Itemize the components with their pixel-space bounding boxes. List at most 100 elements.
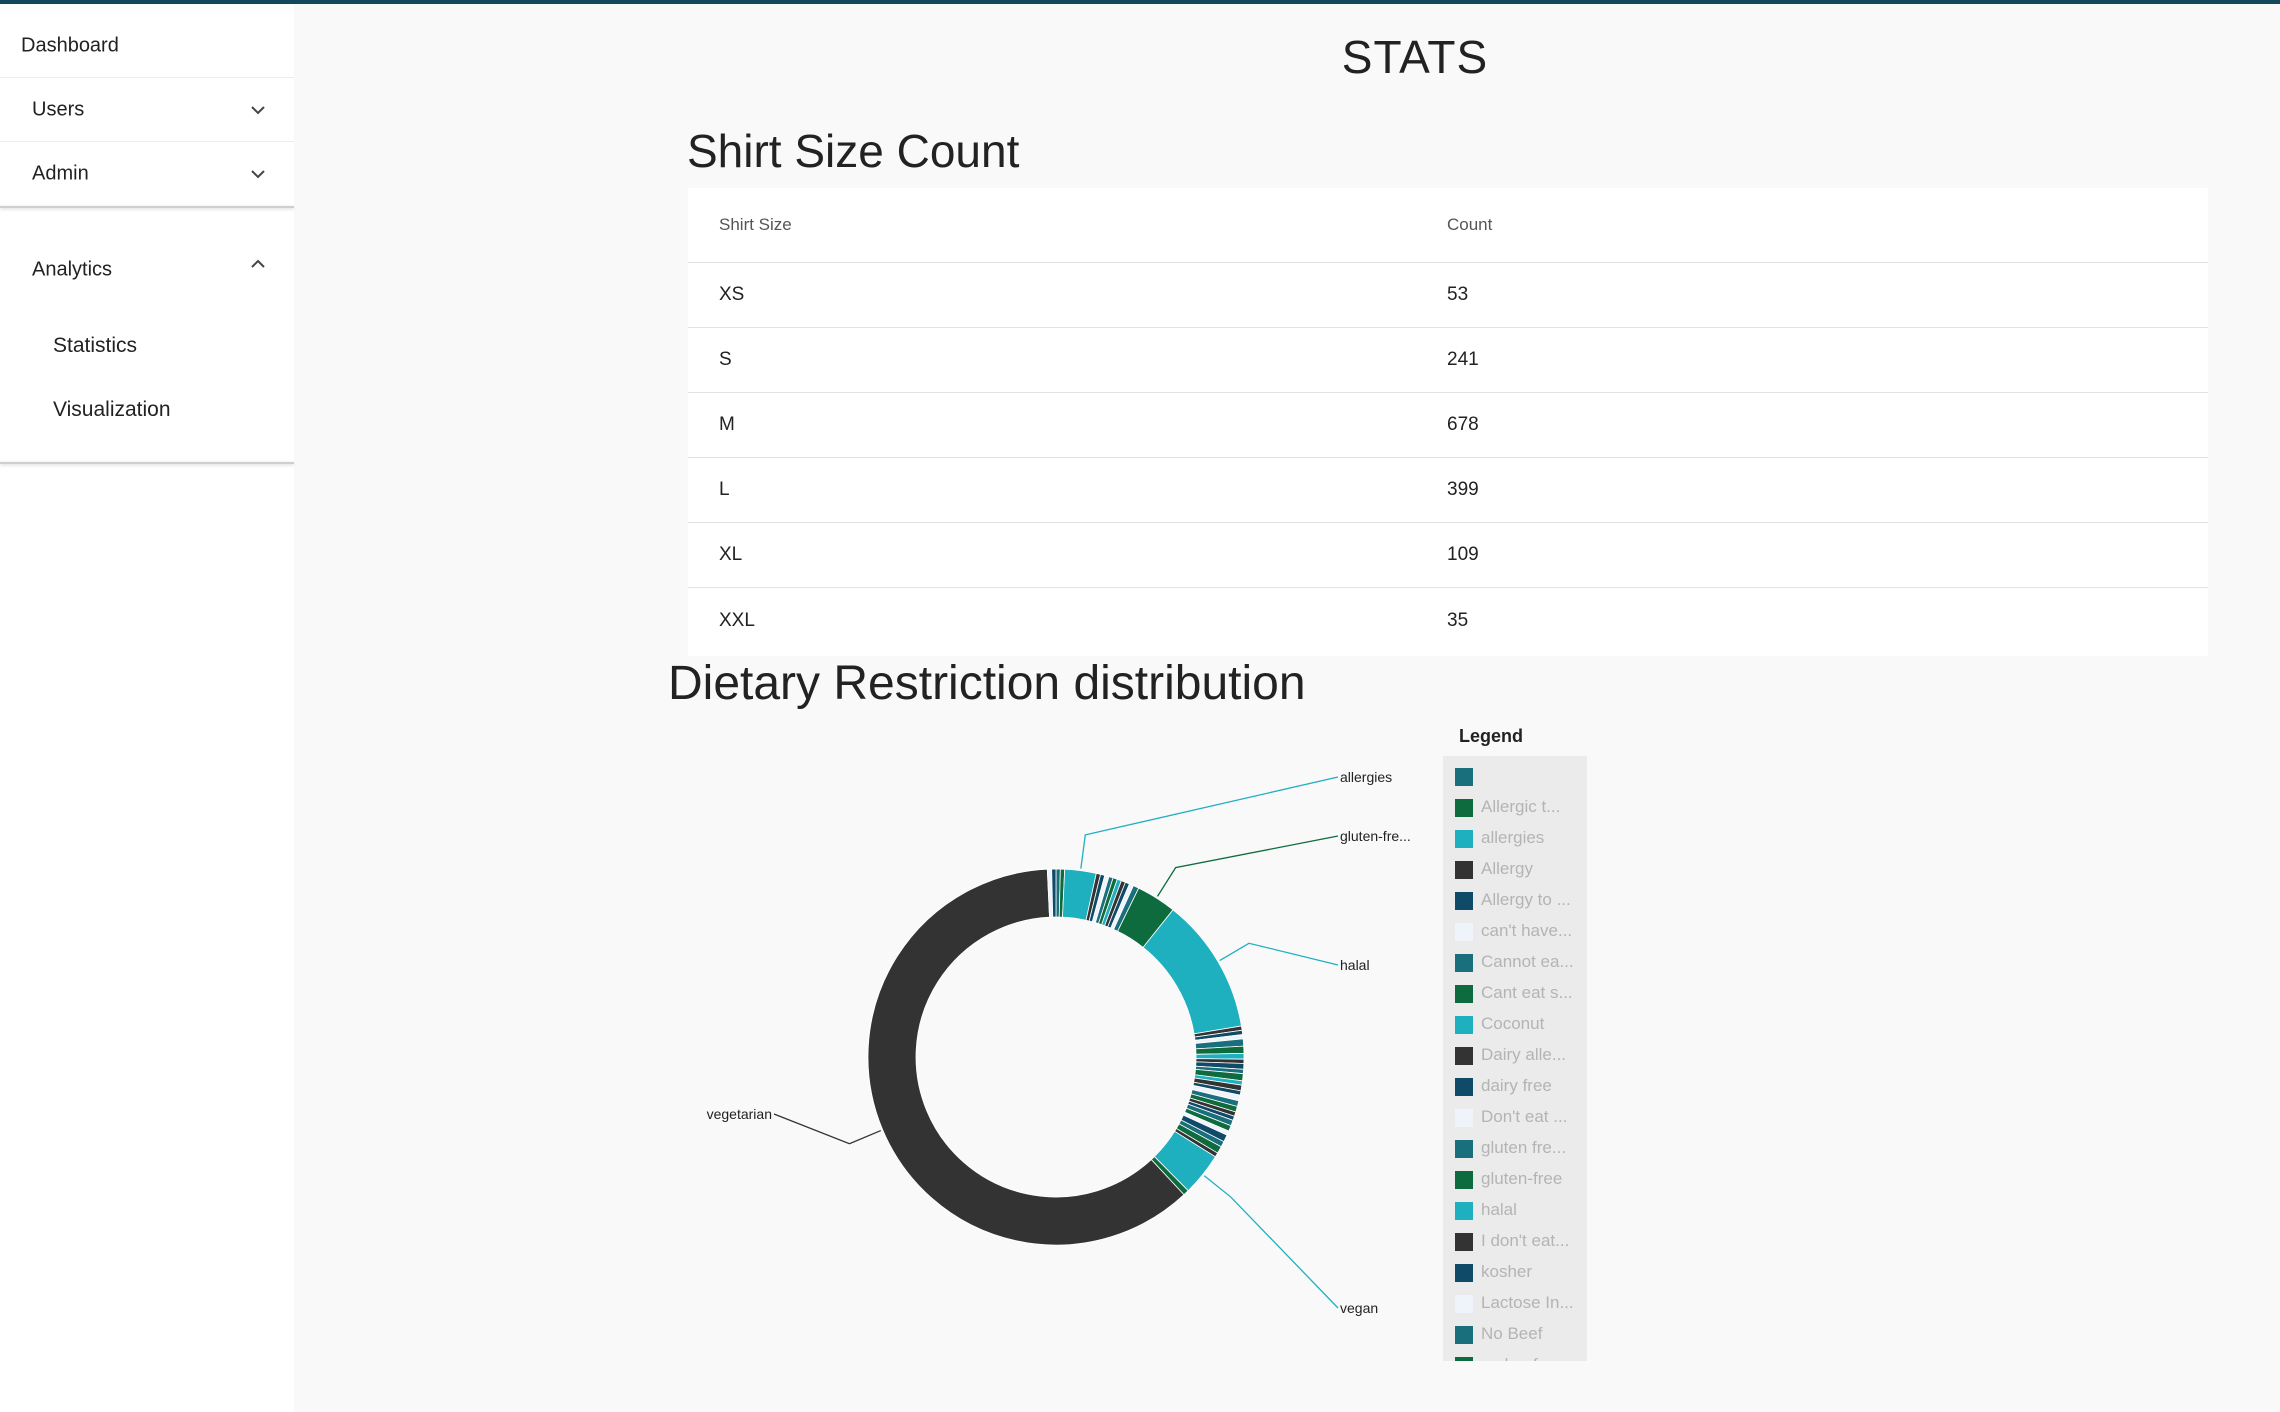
sidebar-item-users[interactable]: Users xyxy=(0,78,294,142)
legend-item[interactable]: no beef or... xyxy=(1455,1353,1585,1361)
sidebar-item-visualization[interactable]: Visualization xyxy=(0,380,294,440)
legend-list[interactable]: Allergic t... allergies Allergy Allergy to … xyxy=(1443,756,1587,1361)
legend-item[interactable]: Lactose In... xyxy=(1455,1291,1585,1317)
legend-item[interactable]: Dairy alle... xyxy=(1455,1043,1585,1069)
sidebar-item-dashboard[interactable]: Dashboard xyxy=(0,14,294,78)
legend-swatch xyxy=(1455,1016,1473,1034)
legend-swatch xyxy=(1455,1047,1473,1065)
legend-swatch xyxy=(1455,799,1473,817)
legend-swatch xyxy=(1455,923,1473,941)
table-header-row: Shirt Size Count xyxy=(688,188,2208,263)
sidebar-item-statistics[interactable]: Statistics xyxy=(0,316,294,376)
legend-swatch xyxy=(1455,1233,1473,1251)
legend-swatch xyxy=(1455,1171,1473,1189)
callout-label: allergies xyxy=(1340,769,1392,785)
shirt-size-title: Shirt Size Count xyxy=(687,125,1020,177)
shirt-size-cell: S xyxy=(719,349,732,370)
legend-swatch xyxy=(1455,1140,1473,1158)
chart-legend: Legend Allergic t... allergies Allergy Alle… xyxy=(1443,716,1587,1361)
table-row: XS 53 xyxy=(688,263,2208,328)
legend-item[interactable]: Cant eat s... xyxy=(1455,981,1585,1007)
legend-item[interactable]: Allergic t... xyxy=(1455,795,1585,821)
legend-label: No Beef xyxy=(1481,1324,1543,1343)
callout-label: halal xyxy=(1340,957,1370,973)
column-header-count[interactable]: Count xyxy=(1447,215,1493,234)
legend-swatch xyxy=(1455,768,1473,786)
table-row: M 678 xyxy=(688,393,2208,458)
legend-item[interactable]: Allergy xyxy=(1455,857,1585,883)
donut-slice[interactable] xyxy=(1051,868,1057,918)
legend-label: halal xyxy=(1481,1200,1517,1219)
sidebar-item-analytics[interactable]: Analytics xyxy=(0,238,294,302)
legend-item[interactable]: Coconut xyxy=(1455,1012,1585,1038)
shirt-size-cell: L xyxy=(719,479,730,500)
sidebar-group-separator xyxy=(0,206,294,208)
legend-item[interactable]: Allergy to ... xyxy=(1455,888,1585,914)
legend-item[interactable]: dairy free xyxy=(1455,1074,1585,1100)
legend-item[interactable]: No Beef xyxy=(1455,1322,1585,1348)
shirt-size-cell: M xyxy=(719,414,735,435)
sidebar-divider xyxy=(0,77,294,78)
legend-item[interactable]: can't have... xyxy=(1455,919,1585,945)
donut-slice[interactable] xyxy=(867,868,1185,1246)
callout-line xyxy=(1203,1175,1339,1309)
legend-item[interactable]: gluten fre... xyxy=(1455,1136,1585,1162)
legend-swatch xyxy=(1455,1078,1473,1096)
callout-line xyxy=(1219,942,1339,966)
page-title: STATS xyxy=(1341,31,1489,83)
legend-swatch xyxy=(1455,954,1473,972)
legend-swatch xyxy=(1455,1264,1473,1282)
legend-label: Lactose In... xyxy=(1481,1293,1574,1312)
legend-swatch xyxy=(1455,892,1473,910)
callout-line xyxy=(773,1113,882,1145)
legend-item[interactable]: halal xyxy=(1455,1198,1585,1224)
sidebar-group-separator xyxy=(0,462,294,464)
legend-item[interactable] xyxy=(1455,764,1585,790)
legend-swatch xyxy=(1455,1202,1473,1220)
legend-label: Coconut xyxy=(1481,1014,1545,1033)
callout-line xyxy=(1156,835,1339,897)
legend-label: can't have... xyxy=(1481,921,1573,940)
legend-label: allergies xyxy=(1481,828,1545,847)
legend-item[interactable]: Don't eat ... xyxy=(1455,1105,1585,1131)
column-header-shirt-size[interactable]: Shirt Size xyxy=(719,215,792,234)
sidebar-item-admin[interactable]: Admin xyxy=(0,142,294,206)
legend-label: Allergy to ... xyxy=(1481,890,1571,909)
sidebar-divider xyxy=(0,141,294,142)
table-row: S 241 xyxy=(688,328,2208,393)
table-row: XL 109 xyxy=(688,523,2208,588)
count-cell: 35 xyxy=(1447,609,1469,631)
count-cell: 241 xyxy=(1447,349,1479,370)
legend-label: Don't eat ... xyxy=(1481,1107,1568,1126)
legend-item[interactable]: allergies xyxy=(1455,826,1585,852)
donut-slice[interactable] xyxy=(1142,909,1242,1035)
legend-title: Legend xyxy=(1459,726,1524,746)
legend-label: Allergy xyxy=(1481,859,1533,878)
legend-item[interactable]: kosher xyxy=(1455,1260,1585,1286)
chevron-down-icon xyxy=(251,106,265,115)
legend-label: dairy free xyxy=(1481,1076,1552,1095)
sidebar-item-label: Dashboard xyxy=(21,34,119,57)
legend-swatch xyxy=(1455,1295,1473,1313)
count-cell: 53 xyxy=(1447,284,1469,305)
table-row: XXL 35 xyxy=(688,588,2208,653)
dietary-chart-title: Dietary Restriction distribution xyxy=(668,657,1306,710)
callout-label: gluten-fre... xyxy=(1340,828,1411,844)
sidebar-item-label: Statistics xyxy=(53,334,138,357)
legend-swatch xyxy=(1455,1109,1473,1127)
legend-label: gluten-free xyxy=(1481,1169,1563,1188)
legend-item[interactable]: gluten-free xyxy=(1455,1167,1585,1193)
legend-item[interactable]: I don't eat... xyxy=(1455,1229,1585,1255)
count-cell: 109 xyxy=(1447,544,1479,565)
legend-swatch xyxy=(1455,1357,1473,1361)
sidebar-item-label: Analytics xyxy=(32,258,113,281)
callout-label: vegetarian xyxy=(707,1106,772,1122)
shirt-size-cell: XS xyxy=(719,284,745,305)
legend-label: kosher xyxy=(1481,1262,1533,1281)
legend-swatch xyxy=(1455,1326,1473,1344)
shirt-size-cell: XL xyxy=(719,544,743,565)
legend-label: no beef or... xyxy=(1481,1355,1571,1361)
legend-item[interactable]: Cannot ea... xyxy=(1455,950,1585,976)
legend-swatch xyxy=(1455,861,1473,879)
legend-label: Cant eat s... xyxy=(1481,983,1573,1002)
